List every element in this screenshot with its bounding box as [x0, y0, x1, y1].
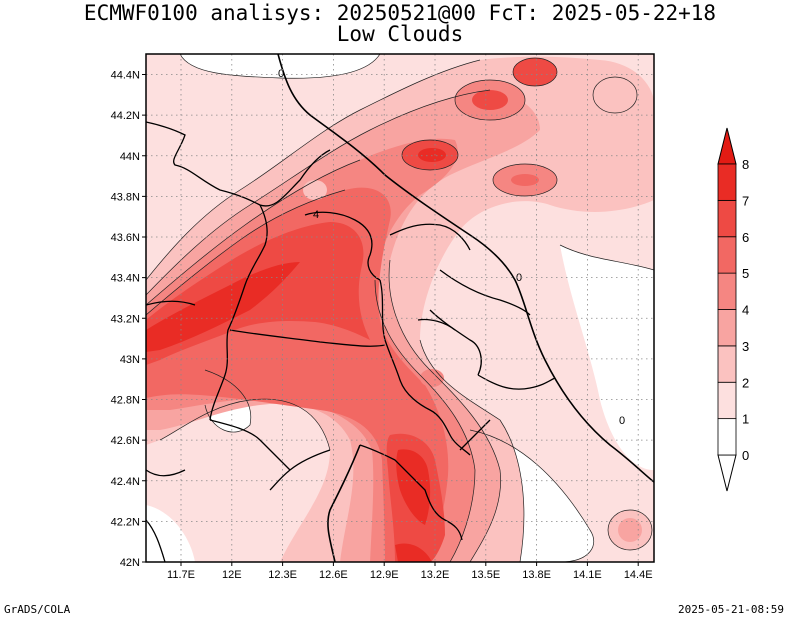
- colorbar-label: 4: [742, 303, 749, 318]
- cloud-level-7: [146, 262, 300, 352]
- cloud-cell-northeast-core: [472, 90, 508, 110]
- footer-software-label: GrADS/COLA: [4, 603, 71, 616]
- lat-tick-label: 43N: [120, 354, 140, 366]
- national-border: [327, 444, 361, 562]
- lon-tick-label: 11.7E: [167, 569, 195, 581]
- contour-lines: [146, 54, 654, 562]
- cloud-level-7-south: [396, 449, 431, 525]
- lon-tick-label: 12.3E: [268, 569, 297, 581]
- lon-tick-label: 12.6E: [319, 569, 348, 581]
- clear-area-northwest: [180, 54, 380, 79]
- lon-tick-label: 14.1E: [573, 569, 602, 581]
- colorbar-label: 5: [742, 266, 749, 281]
- contour-labels: 0 0 0 4: [278, 68, 625, 427]
- colorbar-segment: [717, 418, 737, 456]
- colorbar-segment: [717, 381, 737, 420]
- lat-tick-label: 43.8N: [111, 191, 140, 203]
- cloud-level-7-coast: [395, 543, 432, 562]
- contour-label: 0: [516, 272, 522, 284]
- colorbar-label: 1: [742, 412, 749, 427]
- lon-axis: 11.7E 12E 12.3E 12.6E 12.9E 13.2E 13.5E 13.8E 14…: [167, 562, 653, 581]
- lon-tick-label: 13.8E: [522, 569, 551, 581]
- regional-boundaries: [146, 121, 556, 562]
- colorbar-label: 6: [742, 230, 749, 245]
- lon-tick-label: 14.4E: [624, 569, 653, 581]
- chart-title: ECMWF0100 analisys: 20250521@00 FcT: 202…: [83, 1, 717, 25]
- lat-tick-label: 42N: [120, 557, 140, 569]
- lat-tick-label: 42.6N: [111, 435, 140, 447]
- cloud-cell-southeast-core: [618, 518, 642, 542]
- lat-tick-label: 43.6N: [111, 232, 140, 244]
- colorbar-segment: [717, 345, 737, 383]
- contour-label: 4: [313, 209, 319, 221]
- colorbar-low-arrow: [717, 454, 737, 492]
- clear-area-southwest: [146, 505, 195, 562]
- lat-tick-label: 42.4N: [111, 476, 140, 488]
- contour-label: 0: [619, 415, 625, 427]
- cloud-cell-east-core: [511, 174, 539, 186]
- colorbar-segment: [717, 309, 737, 347]
- lon-tick-label: 13.2E: [421, 569, 450, 581]
- lat-axis: 44.4N 44.2N 44N 43.8N 43.6N 43.4N 43.2N 43N 42.8…: [111, 70, 146, 569]
- contour-label: 0: [278, 68, 284, 80]
- colorbar-high-arrow: [717, 127, 737, 165]
- cloud-cell-north-edge: [513, 58, 557, 86]
- colorbar-segment: [717, 199, 737, 238]
- colorbar-segment: [717, 236, 737, 274]
- lat-tick-label: 42.2N: [111, 516, 140, 528]
- colorbar: 0 1 2 3 4 5 6 7 8: [717, 127, 749, 492]
- lat-tick-label: 44.2N: [111, 110, 140, 122]
- lat-tick-label: 44.4N: [111, 70, 140, 82]
- colorbar-label: 8: [742, 157, 749, 172]
- map-plot-area: 0 0 0 4: [146, 54, 654, 562]
- lat-tick-label: 42.8N: [111, 395, 140, 407]
- lon-tick-label: 12E: [222, 569, 242, 581]
- lon-tick-label: 13.5E: [471, 569, 500, 581]
- colorbar-label: 3: [742, 339, 749, 354]
- lon-tick-label: 12.9E: [370, 569, 399, 581]
- lat-tick-label: 44N: [120, 151, 140, 163]
- lat-tick-label: 43.4N: [111, 273, 140, 285]
- colorbar-segment: [717, 163, 737, 201]
- chart-subtitle: Low Clouds: [336, 22, 464, 46]
- clear-area-east: [560, 245, 654, 470]
- coastline: [277, 54, 654, 483]
- cloud-cell-far-northeast: [593, 77, 637, 113]
- colorbar-label: 0: [742, 448, 749, 463]
- cloud-hole: [303, 180, 327, 200]
- map-frame: [145, 53, 655, 563]
- lat-tick-label: 43.2N: [111, 313, 140, 325]
- colorbar-label: 2: [742, 375, 749, 390]
- colorbar-label: 7: [742, 193, 749, 208]
- cloud-cell-44n-core: [418, 148, 446, 162]
- colorbar-segment: [717, 272, 737, 310]
- footer-timestamp: 2025-05-21-08:59: [678, 603, 784, 616]
